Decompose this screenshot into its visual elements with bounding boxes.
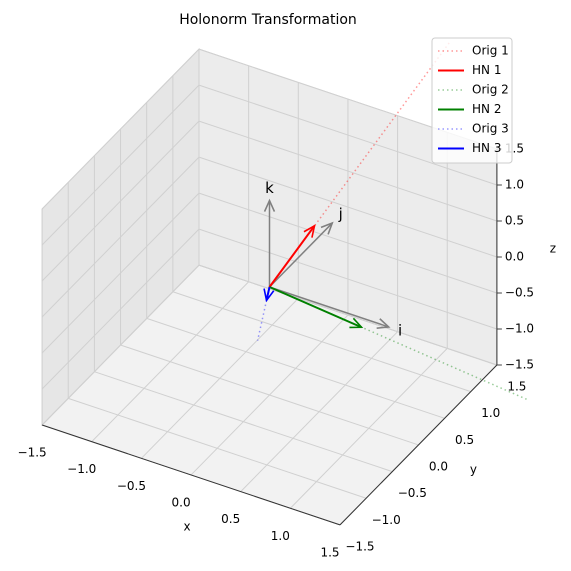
basis-label: j — [338, 205, 343, 223]
z-axis-label: z — [550, 242, 556, 256]
x-tick-label: 1.5 — [320, 545, 339, 559]
grid-line — [198, 228, 498, 330]
grid-line — [41, 192, 200, 354]
vector — [265, 286, 271, 301]
grid-line — [41, 120, 200, 282]
axis-line — [41, 424, 341, 526]
grid-line — [172, 291, 471, 393]
z-tick-label: 0.0 — [505, 250, 524, 264]
legend-label: HN 3 — [472, 141, 501, 155]
grid-line — [198, 192, 498, 294]
grid-line — [41, 264, 200, 426]
basis-arrowhead — [320, 221, 334, 235]
vector-arrowhead — [263, 288, 275, 303]
chart-title: Holonorm Transformation — [179, 12, 357, 28]
original-vector — [269, 286, 528, 401]
vector — [269, 286, 362, 329]
y-tick-label: 0.0 — [429, 459, 448, 473]
y-tick-label: −0.5 — [398, 486, 427, 500]
x-axis-label: x — [183, 519, 190, 533]
grid-line — [146, 317, 445, 419]
legend-label: Orig 1 — [472, 44, 509, 58]
x-tick-label: −1.5 — [18, 446, 47, 460]
y-axis-label: y — [470, 462, 477, 476]
x-tick-label: 0.5 — [221, 512, 240, 526]
legend-label: Orig 2 — [472, 83, 509, 97]
basis-label: k — [265, 179, 274, 197]
basis-label: i — [398, 321, 402, 339]
grid-line — [198, 156, 498, 258]
grid-line — [41, 228, 200, 390]
vector-arrowhead — [303, 224, 316, 238]
grid-line — [41, 48, 200, 210]
axis-line — [339, 364, 498, 526]
x-tick-label: −0.5 — [117, 479, 146, 493]
y-tick-label: −1.0 — [372, 513, 401, 527]
y-tick-label: 1.5 — [507, 380, 526, 394]
z-tick-label: −1.5 — [505, 358, 534, 372]
grid-line — [41, 84, 200, 246]
basis-arrowhead — [376, 318, 391, 329]
grid-line — [120, 344, 419, 446]
y-tick-label: −1.5 — [345, 539, 374, 553]
basis-vector — [268, 222, 333, 288]
x-tick-label: 1.0 — [271, 529, 290, 543]
legend-label: Orig 3 — [472, 122, 509, 136]
basis-arrowhead — [263, 198, 276, 212]
z-tick-label: 1.0 — [505, 178, 524, 192]
x-tick-label: −1.0 — [67, 462, 96, 476]
grid-line — [198, 84, 498, 186]
y-tick-label: 0.5 — [455, 433, 474, 447]
grid-line — [198, 264, 498, 366]
legend-label: HN 2 — [472, 102, 501, 116]
legend-box — [431, 37, 513, 164]
grid-line — [41, 156, 200, 318]
grid-line — [94, 371, 393, 473]
grid-line — [198, 120, 498, 222]
z-tick-label: −1.0 — [505, 322, 534, 336]
vector-arrowhead — [349, 317, 364, 329]
grid-line — [68, 397, 367, 499]
legend-label: HN 1 — [472, 63, 501, 77]
x-tick-label: 0.0 — [172, 495, 191, 509]
basis-vector — [269, 286, 389, 328]
z-tick-label: 0.5 — [505, 214, 524, 228]
z-tick-label: −0.5 — [505, 286, 534, 300]
vector — [268, 225, 316, 288]
y-tick-label: 1.0 — [481, 406, 500, 420]
